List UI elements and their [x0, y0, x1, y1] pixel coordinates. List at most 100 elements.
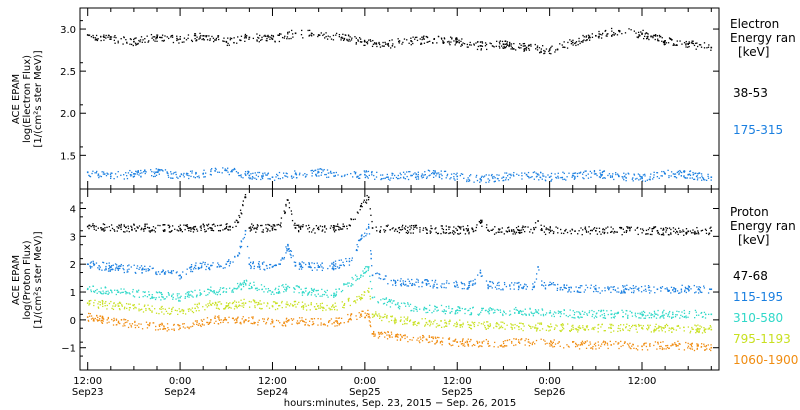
- proton-scatter-dot: [93, 226, 95, 228]
- proton-scatter-dot: [268, 307, 271, 309]
- proton-scatter-dot: [359, 299, 362, 301]
- proton-scatter-dot: [273, 224, 276, 226]
- proton-scatter-dot: [376, 230, 378, 232]
- proton-scatter-dot: [697, 230, 699, 232]
- proton-scatter-dot: [324, 225, 326, 227]
- proton-scatter-dot: [559, 315, 562, 318]
- proton-scatter-dot: [559, 287, 561, 289]
- proton-scatter-dot: [284, 288, 286, 291]
- proton-scatter-dot: [457, 345, 460, 347]
- proton-scatter-dot: [476, 342, 479, 345]
- electron-scatter-dot: [489, 42, 491, 44]
- electron-scatter-dot: [404, 173, 406, 175]
- proton-scatter-dot: [289, 253, 291, 255]
- proton-data-point: [487, 310, 489, 313]
- proton-scatter-dot: [342, 225, 344, 228]
- electron-y-label-1: ACE EPAM: [11, 74, 22, 124]
- electron-scatter-dot: [510, 174, 512, 177]
- proton-scatter-dot: [168, 224, 170, 227]
- proton-data-point: [237, 221, 239, 224]
- proton-scatter-dot: [277, 291, 280, 294]
- proton-scatter-dot: [460, 324, 462, 326]
- proton-scatter-dot: [250, 229, 253, 231]
- proton-scatter-dot: [187, 293, 190, 295]
- proton-scatter-dot: [360, 315, 363, 317]
- proton-scatter-dot: [210, 304, 213, 306]
- proton-scatter-dot: [329, 265, 331, 267]
- proton-data-point: [179, 296, 181, 299]
- electron-scatter-dot: [436, 173, 438, 175]
- proton-scatter-dot: [538, 269, 540, 271]
- proton-scatter-dot: [673, 230, 675, 233]
- proton-scatter-dot: [287, 248, 290, 251]
- proton-scatter-dot: [171, 225, 174, 227]
- proton-scatter-dot: [425, 311, 427, 314]
- electron-scatter-dot: [351, 37, 353, 39]
- proton-data-point: [360, 274, 362, 277]
- proton-scatter-dot: [137, 291, 139, 293]
- proton-scatter-dot: [375, 272, 377, 275]
- proton-scatter-dot: [302, 225, 304, 228]
- electron-scatter-dot: [161, 169, 163, 171]
- proton-scatter-dot: [207, 223, 210, 225]
- proton-scatter-dot: [105, 267, 107, 270]
- proton-scatter-dot: [607, 286, 609, 288]
- electron-scatter-dot: [676, 171, 678, 174]
- electron-scatter-dot: [334, 175, 336, 177]
- proton-scatter-dot: [708, 232, 710, 234]
- proton-scatter-dot: [703, 330, 706, 332]
- proton-scatter-dot: [209, 321, 212, 323]
- electron-scatter-dot: [376, 45, 378, 48]
- electron-scatter-dot: [593, 173, 596, 175]
- proton-scatter-dot: [574, 230, 576, 232]
- proton-scatter-dot: [451, 310, 453, 313]
- proton-scatter-dot: [403, 334, 405, 337]
- proton-scatter-dot: [327, 296, 329, 298]
- proton-scatter-dot: [430, 321, 432, 323]
- electron-scatter-dot: [158, 173, 160, 175]
- proton-scatter-dot: [391, 228, 393, 230]
- proton-scatter-dot: [537, 322, 539, 324]
- electron-scatter-dot: [675, 44, 677, 46]
- proton-scatter-dot: [248, 300, 250, 303]
- proton-scatter-dot: [653, 329, 655, 332]
- proton-scatter-dot: [373, 332, 375, 334]
- proton-scatter-dot: [647, 228, 650, 231]
- proton-scatter-dot: [305, 309, 308, 311]
- proton-scatter-dot: [145, 309, 147, 312]
- proton-scatter-dot: [526, 285, 529, 288]
- proton-scatter-dot: [103, 292, 105, 294]
- proton-scatter-dot: [300, 264, 302, 266]
- proton-scatter-dot: [685, 315, 687, 317]
- proton-scatter-dot: [99, 318, 101, 320]
- proton-scatter-dot: [170, 270, 173, 272]
- proton-scatter-dot: [453, 282, 455, 284]
- electron-scatter-dot: [304, 176, 307, 178]
- proton-scatter-dot: [471, 227, 473, 230]
- electron-scatter-dot: [402, 41, 404, 44]
- electron-scatter-dot: [139, 39, 142, 41]
- proton-scatter-dot: [314, 294, 316, 296]
- electron-scatter-dot: [261, 176, 263, 178]
- proton-data-point: [687, 288, 690, 291]
- proton-scatter-dot: [363, 235, 365, 238]
- proton-scatter-dot: [560, 324, 562, 326]
- proton-scatter-dot: [93, 302, 95, 304]
- proton-scatter-dot: [190, 326, 192, 328]
- proton-scatter-dot: [356, 275, 358, 278]
- proton-scatter-dot: [474, 278, 476, 281]
- electron-y-tick-label: 2.5: [60, 67, 76, 78]
- proton-scatter-dot: [219, 265, 221, 267]
- electron-scatter-dot: [459, 174, 462, 177]
- proton-scatter-dot: [262, 231, 264, 233]
- proton-scatter-dot: [131, 226, 133, 228]
- proton-scatter-dot: [470, 313, 472, 316]
- electron-scatter-dot: [653, 174, 655, 176]
- proton-scatter-dot: [341, 289, 344, 292]
- electron-scatter-dot: [310, 35, 313, 37]
- proton-scatter-dot: [88, 300, 91, 302]
- electron-scatter-dot: [538, 47, 541, 49]
- electron-scatter-dot: [563, 172, 565, 175]
- proton-scatter-dot: [296, 224, 299, 226]
- electron-scatter-dot: [477, 41, 479, 43]
